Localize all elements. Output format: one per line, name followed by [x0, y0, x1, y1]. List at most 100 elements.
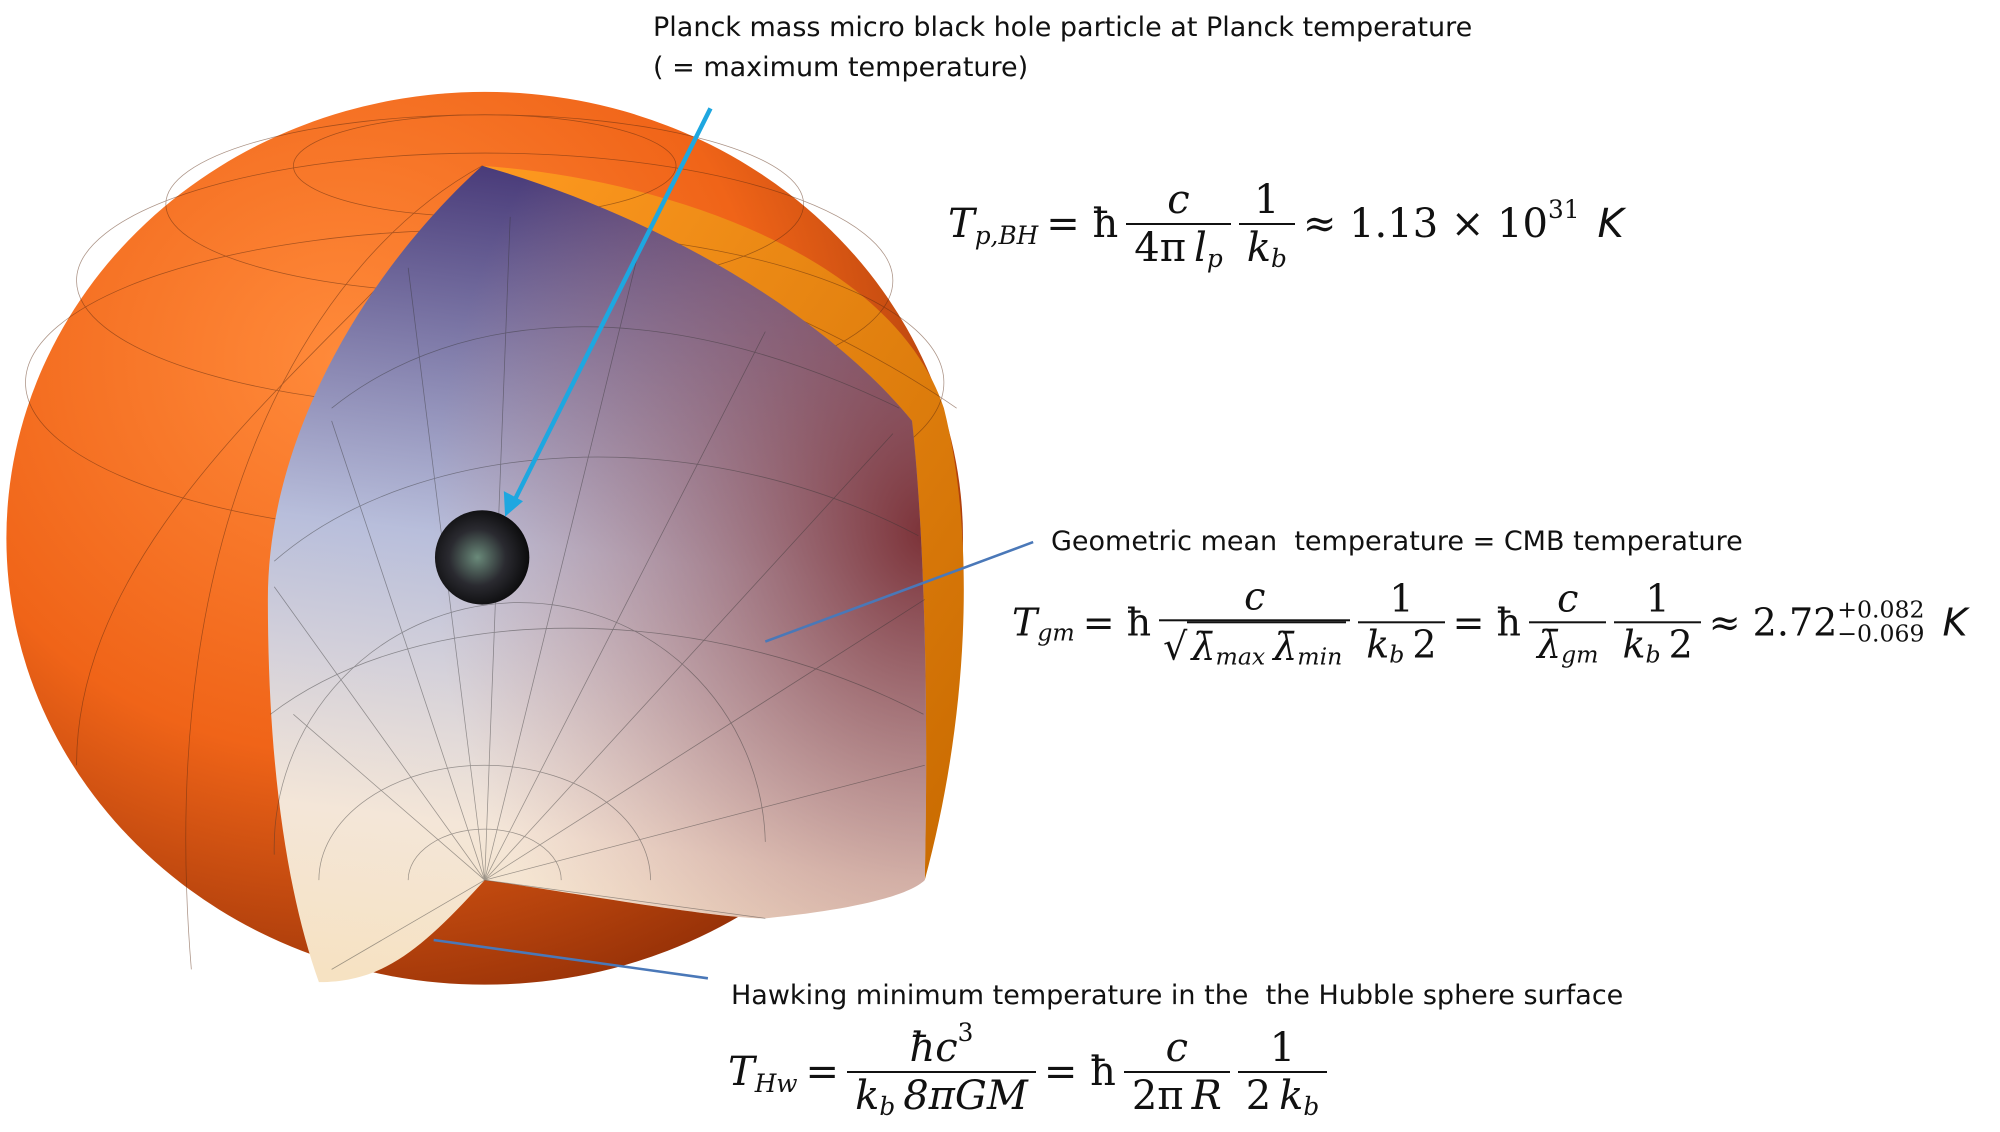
- square-root: √ λ̄ max λ̄ min: [1163, 621, 1347, 671]
- math-text: T: [948, 201, 975, 247]
- math-token: c: [1244, 575, 1265, 619]
- math-text: ≈ 1.13 × 10: [1302, 201, 1548, 247]
- numerator: ħc 3: [901, 1018, 981, 1071]
- math-text: 2: [1245, 1073, 1272, 1119]
- denominator: √ λ̄ max λ̄ min: [1159, 619, 1351, 671]
- math-text: ≈ 2.72: [1708, 600, 1838, 644]
- math-text: T: [1012, 600, 1038, 644]
- math-token: 1: [1254, 177, 1279, 223]
- numerator: c: [1236, 575, 1273, 619]
- subscript: p: [1206, 244, 1223, 274]
- math-text: k: [1279, 1073, 1304, 1119]
- numerator: c: [1549, 577, 1586, 621]
- math-token: 1: [1270, 1025, 1295, 1071]
- math-token: c: [1167, 177, 1189, 223]
- radicand: λ̄ max λ̄ min: [1187, 621, 1347, 671]
- subscript: max: [1215, 642, 1266, 671]
- script-stack: +0.082 −0.069: [1837, 598, 1924, 645]
- math-text: l: [1194, 225, 1207, 271]
- math-token: R: [1192, 1073, 1222, 1119]
- numerator: 1: [1638, 577, 1678, 621]
- math-text: 2π: [1131, 1073, 1184, 1119]
- fraction: ħc 3 k b 8πGM: [847, 1018, 1036, 1121]
- math-text: c: [1244, 574, 1266, 619]
- numerator: c: [1158, 1025, 1196, 1071]
- label-hawking: Hawking minimum temperature in the the H…: [731, 976, 1623, 1016]
- label-line: ( = maximum temperature): [653, 52, 1029, 83]
- math-text: k: [1366, 622, 1390, 666]
- subscript: b: [879, 1092, 896, 1122]
- math-token: λ̄ min: [1273, 624, 1342, 670]
- math-token: 2π: [1132, 1073, 1184, 1119]
- math-text: 8πGM: [903, 1073, 1028, 1119]
- math-text: ħc: [909, 1025, 958, 1071]
- denominator: 2π R: [1123, 1071, 1230, 1119]
- fraction: c 4π l p: [1126, 177, 1231, 273]
- math-text: =: [805, 1049, 840, 1095]
- subscript: b: [1645, 640, 1661, 669]
- math-text: K: [1942, 600, 1968, 644]
- math-token: ≈ 2.72 +0.082 −0.069: [1709, 598, 1925, 645]
- subscript: gm: [1037, 618, 1075, 647]
- subscript: b: [1389, 640, 1405, 669]
- denominator: 4π l p: [1126, 223, 1231, 273]
- subscript: gm: [1561, 640, 1599, 669]
- math-text: = ħ: [1046, 201, 1119, 247]
- math-text: k: [855, 1073, 880, 1119]
- math-token: λ̄ max: [1191, 624, 1265, 670]
- math-token: = ħ: [1083, 600, 1151, 644]
- math-token: T Hw: [728, 1049, 798, 1098]
- math-token: =: [806, 1049, 840, 1095]
- math-token: 2: [1668, 622, 1693, 667]
- math-token: 4π: [1134, 225, 1186, 271]
- math-text: 2: [1668, 622, 1693, 666]
- math-text: 1: [1254, 177, 1280, 223]
- math-token: = ħ: [1453, 600, 1521, 644]
- math-token: 2: [1412, 622, 1437, 667]
- label-planck: Planck mass micro black hole particle at…: [653, 8, 1472, 88]
- formula-hawking: T Hw = ħc 3 k b 8πGM = ħ c 2π R 1 2 k b: [724, 1018, 1331, 1121]
- math-token: ≈ 1.13 × 10 31: [1302, 195, 1580, 247]
- math-token: = ħ: [1044, 1049, 1116, 1095]
- math-token: λ̄ gm: [1537, 622, 1599, 668]
- math-text: = ħ: [1082, 600, 1152, 644]
- math-text: λ̄: [1273, 624, 1298, 668]
- subscript: b: [1270, 244, 1287, 274]
- math-text: c: [1167, 177, 1190, 223]
- numerator: c: [1159, 177, 1197, 223]
- fraction: c √ λ̄ max λ̄ min: [1159, 575, 1351, 671]
- label-line: Geometric mean temperature = CMB tempera…: [1051, 526, 1743, 557]
- sphere-right-shell: [482, 165, 964, 881]
- math-text: 2: [1412, 622, 1437, 666]
- denominator: λ̄ gm: [1528, 621, 1607, 669]
- cutaway-shading: [267, 165, 927, 983]
- math-text: R: [1191, 1073, 1222, 1119]
- math-text: 1: [1389, 576, 1414, 621]
- subscript: min: [1297, 642, 1343, 671]
- math-text: 1: [1269, 1025, 1296, 1071]
- math-token: K: [1588, 201, 1624, 247]
- label-line: Planck mass micro black hole particle at…: [653, 12, 1473, 43]
- numerator: 1: [1381, 577, 1421, 621]
- math-text: k: [1246, 225, 1271, 271]
- math-token: 1: [1646, 577, 1670, 621]
- math-text: T: [728, 1049, 755, 1095]
- math-text: c: [1165, 1025, 1188, 1071]
- black-hole-particle: [434, 510, 530, 605]
- math-text: 1: [1645, 576, 1670, 621]
